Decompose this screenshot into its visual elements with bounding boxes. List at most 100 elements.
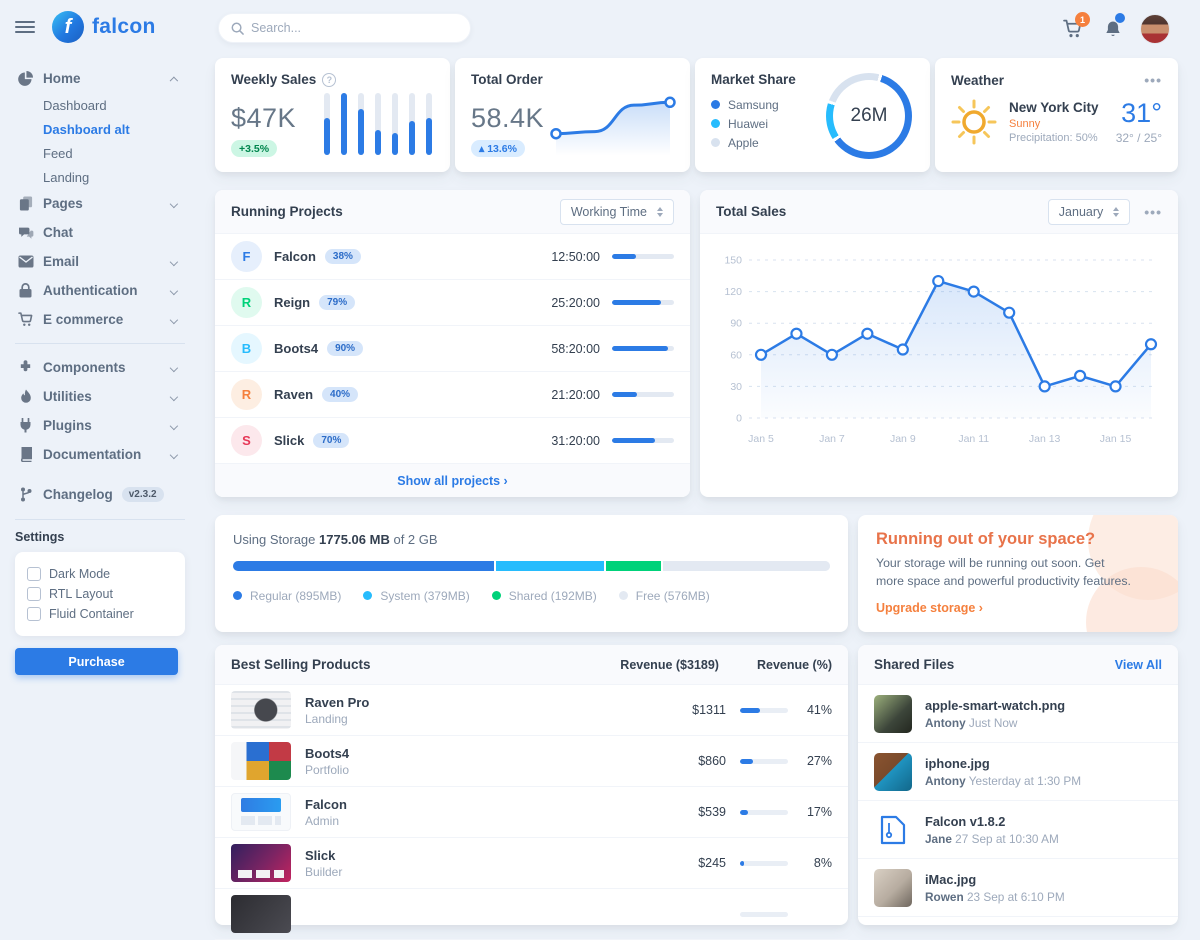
file-author: Jane xyxy=(925,831,952,846)
market-share-card: Market Share Samsung Huawei Apple 26M xyxy=(695,58,930,172)
product-name[interactable]: Boots4 xyxy=(305,745,350,761)
legend-item: System (379MB) xyxy=(363,586,470,605)
sidebar-item-documentation[interactable]: Documentation xyxy=(15,440,185,469)
product-progress-bar xyxy=(740,809,788,815)
project-time: 31:20:00 xyxy=(551,433,600,448)
storage-progress-bar xyxy=(233,561,830,571)
project-avatar: R xyxy=(231,287,262,318)
product-category: Landing xyxy=(305,711,348,726)
search-box[interactable] xyxy=(218,13,471,43)
market-share-total: 26M xyxy=(850,105,888,126)
product-row[interactable]: Raven Pro Landing $1311 41% xyxy=(215,685,848,736)
product-row[interactable]: Boots4 Portfolio $860 27% xyxy=(215,736,848,787)
chat-icon xyxy=(17,226,34,240)
running-projects-card: Running Projects Working Time F Falcon 38%… xyxy=(215,190,690,497)
product-revenue: $539 xyxy=(698,805,726,819)
more-menu-icon[interactable]: ••• xyxy=(1144,203,1162,220)
code-branch-icon xyxy=(17,487,34,502)
product-row[interactable] xyxy=(215,889,848,940)
top-navbar: f falcon 1 xyxy=(0,0,1200,56)
working-time-select[interactable]: Working Time xyxy=(559,198,674,225)
shared-files-title: Shared Files xyxy=(874,657,955,672)
changelog-label: Changelog xyxy=(43,487,113,502)
product-category: Portfolio xyxy=(305,762,350,777)
product-revenue: $1311 xyxy=(692,703,726,717)
upgrade-storage-link[interactable]: Upgrade storage › xyxy=(876,600,983,615)
shared-file-row[interactable]: iMac.jpg Rowen 23 Sep at 6:10 PM xyxy=(858,859,1178,917)
project-row[interactable]: B Boots4 90% 58:20:00 xyxy=(215,326,690,372)
product-progress-bar xyxy=(740,758,788,764)
sidebar-item-chat[interactable]: Chat xyxy=(15,218,185,247)
legend-dot xyxy=(711,119,720,128)
product-row[interactable]: Slick Builder $245 8% xyxy=(215,838,848,889)
sidebar-subitem-dashboard-alt[interactable]: Dashboard alt xyxy=(43,121,130,137)
sidebar-item-home[interactable]: Home xyxy=(15,64,185,93)
cart-button[interactable]: 1 xyxy=(1060,12,1090,42)
file-name[interactable]: Falcon v1.8.2 xyxy=(925,813,1006,829)
product-name[interactable]: Raven Pro xyxy=(305,694,370,710)
product-name[interactable]: Slick xyxy=(305,847,336,863)
products-title: Best Selling Products xyxy=(231,657,371,672)
user-avatar[interactable] xyxy=(1140,14,1170,44)
storage-suffix: of 2 GB xyxy=(393,532,438,547)
shared-file-row[interactable]: iphone.jpg Antony Yesterday at 1:30 PM xyxy=(858,743,1178,801)
view-all-link[interactable]: View All xyxy=(1114,657,1162,672)
project-avatar: F xyxy=(231,241,262,272)
purchase-button[interactable]: Purchase xyxy=(15,648,178,675)
file-name[interactable]: iphone.jpg xyxy=(925,755,990,771)
project-row[interactable]: R Raven 40% 21:20:00 xyxy=(215,372,690,418)
total-sales-line-chart: 0 30 60 90 120 150 Jan 5 Jan 7 Jan 9 Jan 11 Jan 13… xyxy=(724,255,1158,445)
sidebar-item-authentication[interactable]: Authentication xyxy=(15,276,185,305)
rtl-layout-toggle[interactable]: RTL Layout xyxy=(27,584,173,604)
svg-text:Jan 11: Jan 11 xyxy=(958,433,989,445)
sun-icon xyxy=(951,99,997,144)
sidebar-subitem-dashboard[interactable]: Dashboard xyxy=(43,97,107,113)
fluid-container-toggle[interactable]: Fluid Container xyxy=(27,604,173,624)
weather-temp: 31° xyxy=(1121,98,1162,128)
project-pct-badge: 79% xyxy=(319,295,356,310)
dark-mode-toggle[interactable]: Dark Mode xyxy=(27,564,173,584)
sidebar-item-utilities[interactable]: Utilities xyxy=(15,382,185,411)
sidebar-subitem-feed[interactable]: Feed xyxy=(43,145,73,161)
svg-text:60: 60 xyxy=(730,349,742,361)
more-menu-icon[interactable]: ••• xyxy=(1144,72,1162,88)
sidebar-item-email[interactable]: Email xyxy=(15,247,185,276)
cart-count-badge: 1 xyxy=(1075,12,1090,27)
sidebar-item-changelog[interactable]: Changelog v2.3.2 xyxy=(15,479,185,510)
product-name[interactable]: Falcon xyxy=(305,796,347,812)
notifications-button[interactable] xyxy=(1100,13,1126,42)
chevron-down-icon xyxy=(170,199,179,208)
brand-logo[interactable]: f falcon xyxy=(52,11,156,43)
hamburger-menu-icon[interactable] xyxy=(15,21,35,35)
product-thumbnail xyxy=(231,691,291,729)
total-order-line-chart xyxy=(550,96,676,156)
shared-file-row[interactable]: apple-smart-watch.png Antony Just Now xyxy=(858,685,1178,743)
project-name: Raven xyxy=(274,387,314,402)
product-row[interactable]: Falcon Admin $539 17% xyxy=(215,787,848,838)
shared-file-row[interactable]: Falcon v1.8.2 Jane 27 Sep at 10:30 AM xyxy=(858,801,1178,859)
file-name[interactable]: apple-smart-watch.png xyxy=(925,697,1066,713)
sidebar-subitem-landing[interactable]: Landing xyxy=(43,169,90,185)
shopping-cart-icon xyxy=(17,312,34,327)
svg-text:Jan 9: Jan 9 xyxy=(890,433,916,445)
help-icon[interactable]: ? xyxy=(322,72,337,87)
project-name: Reign xyxy=(274,295,311,310)
project-pct-badge: 70% xyxy=(313,433,350,448)
bell-icon xyxy=(1106,21,1120,37)
legend-item: Huawei xyxy=(711,114,914,133)
project-progress-bar xyxy=(612,300,674,305)
project-row[interactable]: F Falcon 38% 12:50:00 xyxy=(215,234,690,280)
project-row[interactable]: S Slick 70% 31:20:00 xyxy=(215,418,690,464)
file-thumbnail xyxy=(874,694,912,733)
month-select[interactable]: January xyxy=(1047,198,1131,225)
search-input[interactable] xyxy=(251,21,458,35)
sidebar-item-ecommerce[interactable]: E commerce xyxy=(15,305,185,334)
checkbox-icon xyxy=(27,587,41,601)
sidebar-item-plugins[interactable]: Plugins xyxy=(15,411,185,440)
sidebar-item-pages[interactable]: Pages xyxy=(15,189,185,218)
project-row[interactable]: R Reign 79% 25:20:00 xyxy=(215,280,690,326)
file-name[interactable]: iMac.jpg xyxy=(925,871,977,887)
product-revenue: $245 xyxy=(698,856,726,870)
sidebar-item-components[interactable]: Components xyxy=(15,353,185,382)
show-all-projects-link[interactable]: Show all projects › xyxy=(397,473,508,488)
